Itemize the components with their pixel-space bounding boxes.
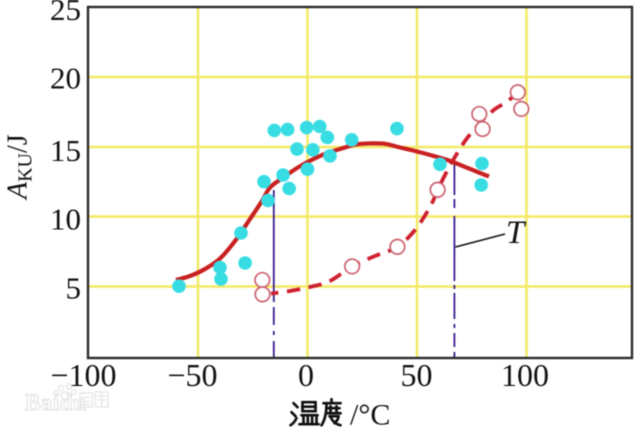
svg-text:10: 10 — [50, 202, 81, 237]
svg-text:0: 0 — [298, 357, 314, 393]
svg-text:25: 25 — [50, 0, 81, 27]
svg-text:−100: −100 — [50, 357, 116, 393]
svg-text:/°C: /°C — [350, 399, 390, 429]
svg-text:15: 15 — [50, 133, 81, 168]
svg-text:AKU/J: AKU/J — [3, 134, 37, 201]
svg-text:20: 20 — [50, 61, 81, 96]
svg-text:100: 100 — [501, 357, 549, 393]
svg-text:−50: −50 — [167, 357, 217, 393]
svg-text:T: T — [506, 215, 527, 251]
svg-text:5: 5 — [66, 271, 82, 306]
svg-text:50: 50 — [401, 357, 433, 393]
svg-text:Baidu: Baidu — [25, 390, 86, 415]
